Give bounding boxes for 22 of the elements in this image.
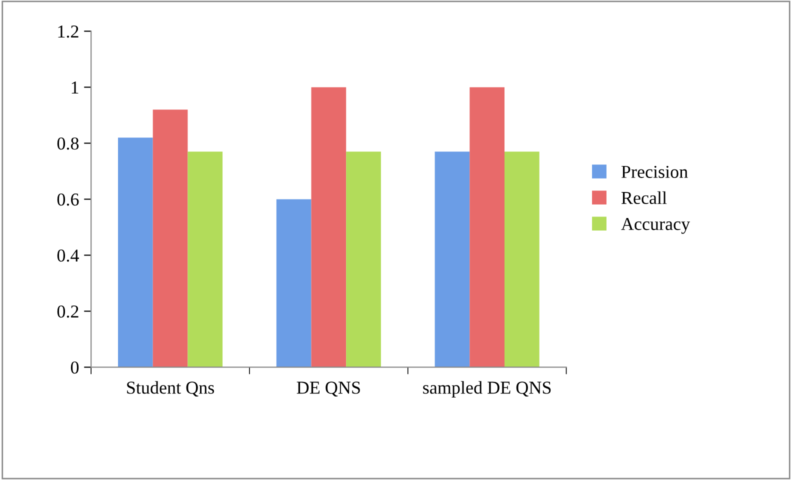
bar (276, 199, 312, 368)
y-tick-label: 1 (72, 82, 78, 94)
x-tick-label: sampled DE QNS (423, 381, 551, 398)
x-tick-label: Student Qns (127, 381, 214, 397)
y-tick-label: 0.4 (57, 249, 79, 262)
bar (346, 152, 381, 368)
legend-label: Recall (621, 191, 667, 204)
bar (152, 110, 188, 368)
bar (118, 138, 153, 368)
y-tick-label: 0.8 (57, 137, 79, 150)
x-tick-label: DE QNS (296, 382, 360, 397)
y-tick-label: 0.6 (57, 193, 79, 206)
bar (470, 87, 505, 368)
y-tick-label: 0 (70, 361, 79, 374)
bar (434, 152, 470, 368)
y-tick-label: 1.2 (58, 26, 78, 38)
bar (504, 152, 540, 368)
y-tick-label: 0.2 (57, 305, 78, 318)
bar (188, 152, 223, 368)
legend-label: Precision (621, 166, 688, 178)
bar (311, 87, 346, 368)
legend-label: Accuracy (621, 218, 690, 234)
